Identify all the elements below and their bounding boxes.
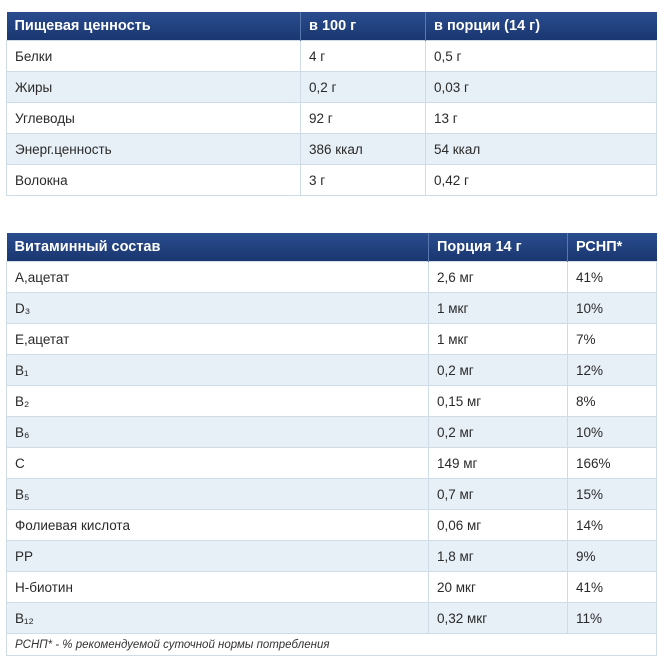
table-cell: 0,06 мг [428, 509, 568, 541]
header-row: Витаминный состав Порция 14 г РСНП* [6, 233, 657, 262]
table-cell: 0,15 мг [428, 385, 568, 417]
table-cell: 2,6 мг [428, 261, 568, 293]
table-row: А,ацетат 2,6 мг 41% [6, 261, 657, 293]
table-cell: 0,2 г [300, 71, 426, 103]
table-cell: 9% [567, 540, 657, 572]
table-cell: 41% [567, 571, 657, 603]
table-row: B₁ 0,2 мг 12% [6, 354, 657, 386]
table-cell: 1 мкг [428, 323, 568, 355]
table-cell: B₆ [6, 416, 429, 448]
table-cell: 3 г [300, 164, 426, 196]
table-cell: 20 мкг [428, 571, 568, 603]
table-row: Фолиевая кислота 0,06 мг 14% [6, 509, 657, 541]
table-row: Е,ацетат 1 мкг 7% [6, 323, 657, 355]
header-cell: Пищевая ценность [6, 12, 301, 41]
table-cell: Фолиевая кислота [6, 509, 429, 541]
vitamin-table: Витаминный состав Порция 14 г РСНП* А,ацета… [6, 233, 657, 656]
header-cell: Порция 14 г [428, 233, 568, 262]
table-cell: 8% [567, 385, 657, 417]
table-row: PP 1,8 мг 9% [6, 540, 657, 572]
table-cell: Волокна [6, 164, 301, 196]
table-row: Жиры 0,2 г 0,03 г [6, 71, 657, 103]
table-cell: D₃ [6, 292, 429, 324]
table-cell: 7% [567, 323, 657, 355]
table-cell: 0,42 г [425, 164, 657, 196]
table-cell: 10% [567, 292, 657, 324]
table-cell: 149 мг [428, 447, 568, 479]
table-cell: Е,ацетат [6, 323, 429, 355]
table-cell: 12% [567, 354, 657, 386]
table-cell: 14% [567, 509, 657, 541]
table-body: А,ацетат 2,6 мг 41% D₃ 1 мкг 10% Е,ацетат 1 мкг… [6, 261, 657, 656]
table-cell: C [6, 447, 429, 479]
table-cell: 386 ккал [300, 133, 426, 165]
table-cell: 41% [567, 261, 657, 293]
header-cell: в 100 г [300, 12, 426, 41]
table-cell: Жиры [6, 71, 301, 103]
table-header: Витаминный состав Порция 14 г РСНП* [6, 233, 657, 262]
footnote-row: РСНП* - % рекомендуемой суточной нормы п… [6, 633, 657, 656]
table-row: D₃ 1 мкг 10% [6, 292, 657, 324]
table-cell: Белки [6, 40, 301, 72]
table-cell: 0,03 г [425, 71, 657, 103]
table-cell: PP [6, 540, 429, 572]
table-row: Углеводы 92 г 13 г [6, 102, 657, 134]
table-cell: 15% [567, 478, 657, 510]
table-cell: B₁₂ [6, 602, 429, 634]
table-cell: 0,2 мг [428, 416, 568, 448]
table-row: B₂ 0,15 мг 8% [6, 385, 657, 417]
table-cell: 0,7 мг [428, 478, 568, 510]
footnote: РСНП* - % рекомендуемой суточной нормы п… [6, 633, 657, 656]
table-cell: 1,8 мг [428, 540, 568, 572]
table-cell: 11% [567, 602, 657, 634]
table-row: C 149 мг 166% [6, 447, 657, 479]
table-row: Волокна 3 г 0,42 г [6, 164, 657, 196]
table-row: B₆ 0,2 мг 10% [6, 416, 657, 448]
table-cell: 0,2 мг [428, 354, 568, 386]
table-cell: А,ацетат [6, 261, 429, 293]
table-cell: 10% [567, 416, 657, 448]
table-row: Н-биотин 20 мкг 41% [6, 571, 657, 603]
table-row: B₁₂ 0,32 мкг 11% [6, 602, 657, 634]
table-cell: 54 ккал [425, 133, 657, 165]
table-cell: Энерг.ценность [6, 133, 301, 165]
header-cell: Витаминный состав [6, 233, 429, 262]
table-cell: B₁ [6, 354, 429, 386]
table-cell: 0,32 мкг [428, 602, 568, 634]
table-cell: 166% [567, 447, 657, 479]
table-cell: 4 г [300, 40, 426, 72]
table-cell: 0,5 г [425, 40, 657, 72]
table-cell: Н-биотин [6, 571, 429, 603]
table-cell: 1 мкг [428, 292, 568, 324]
table-row: Белки 4 г 0,5 г [6, 40, 657, 72]
header-cell: РСНП* [567, 233, 657, 262]
table-cell: B₅ [6, 478, 429, 510]
header-cell: в порции (14 г) [425, 12, 657, 41]
table-body: Белки 4 г 0,5 г Жиры 0,2 г 0,03 г Углеводы 92 г… [6, 40, 657, 196]
table-cell: Углеводы [6, 102, 301, 134]
table-row: B₅ 0,7 мг 15% [6, 478, 657, 510]
table-cell: 92 г [300, 102, 426, 134]
table-cell: B₂ [6, 385, 429, 417]
table-cell: 13 г [425, 102, 657, 134]
table-row: Энерг.ценность 386 ккал 54 ккал [6, 133, 657, 165]
